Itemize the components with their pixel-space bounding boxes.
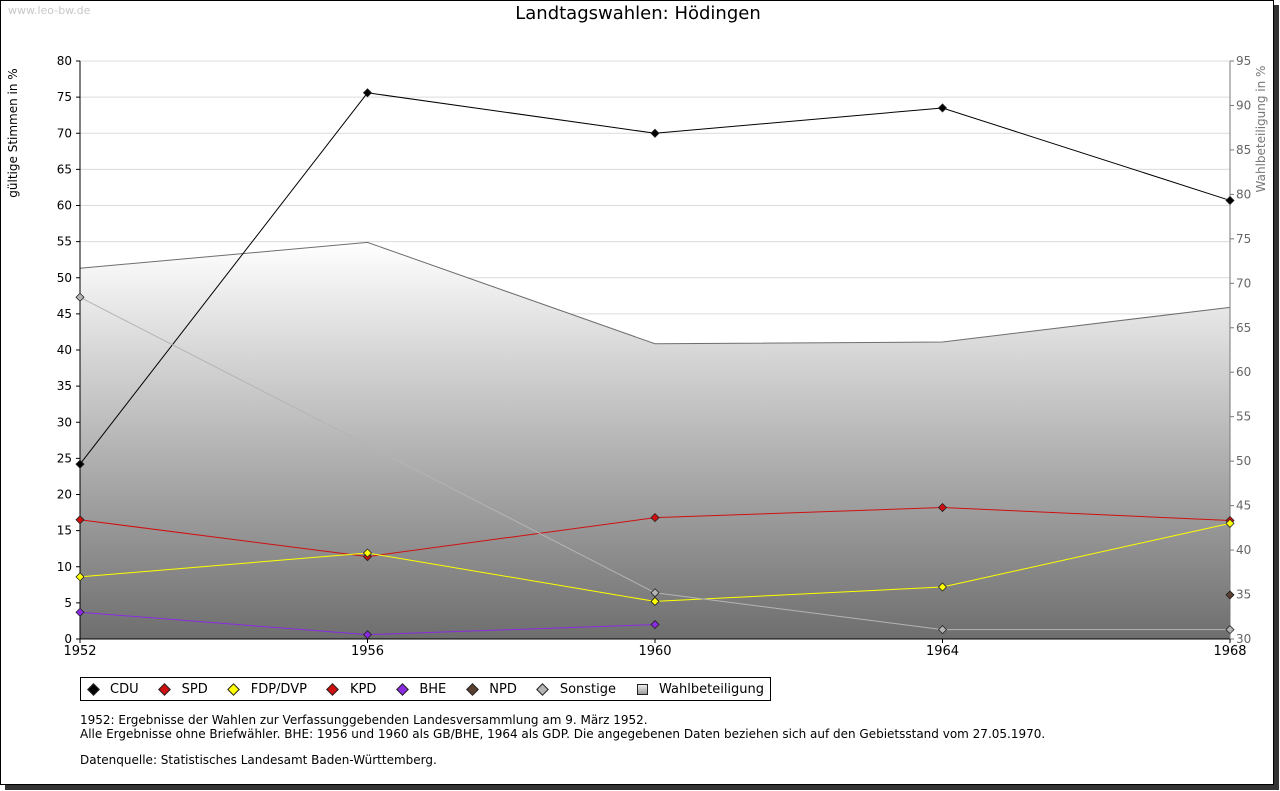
left-tick-label: 60	[57, 199, 72, 213]
legend-label: SPD	[181, 681, 208, 697]
chart-title: Landtagswahlen: Hödingen	[515, 3, 761, 24]
right-tick-label: 60	[1236, 365, 1251, 379]
left-tick-label: 45	[57, 307, 72, 321]
data-point-fdpdvp	[937, 582, 948, 592]
right-tick-label: 45	[1236, 499, 1251, 513]
data-point-fdpdvp	[362, 548, 373, 558]
data-point-bhe	[650, 619, 660, 630]
legend-label: KPD	[349, 681, 377, 697]
right-tick-label: 65	[1236, 321, 1251, 335]
footnotes: 1952: Ergebnisse der Wahlen zur Verfassu…	[80, 713, 1045, 767]
data-point-sonstige	[75, 292, 85, 302]
data-point-fdpdvp	[75, 572, 85, 582]
data-point-cdu	[75, 459, 85, 469]
legend-diamond-icon	[86, 682, 100, 696]
data-point-spd	[937, 502, 948, 513]
left-tick-label: 20	[57, 488, 72, 502]
legend-diamond-icon	[227, 682, 241, 696]
legend-item: Wahlbeteiligung	[636, 682, 764, 697]
legend-label: Sonstige	[559, 681, 617, 697]
x-tick-label: 1964	[926, 644, 959, 659]
legend-label: NPD	[489, 681, 517, 697]
right-tick-label: 40	[1236, 543, 1251, 557]
left-tick-label: 40	[57, 343, 72, 357]
legend-square-icon	[636, 683, 648, 695]
footnote-1952: 1952: Ergebnisse der Wahlen zur Verfassu…	[80, 713, 648, 727]
left-tick-label: 25	[57, 451, 72, 465]
data-point-fdpdvp	[650, 596, 660, 606]
data-point-cdu	[362, 88, 373, 98]
legend-label: FDP/DVP	[250, 681, 307, 697]
data-point-cdu	[1225, 195, 1235, 206]
right-tick-label: 80	[1236, 187, 1251, 201]
right-tick-label: 85	[1236, 143, 1251, 157]
right-tick-label: 75	[1236, 232, 1251, 246]
left-tick-label: 70	[57, 126, 72, 140]
left-tick-label: 55	[57, 235, 72, 249]
legend-item: Sonstige	[536, 681, 617, 697]
data-point-cdu	[937, 103, 948, 113]
right-tick-label: 90	[1236, 98, 1251, 112]
legend-item: BHE	[395, 681, 447, 697]
watermark: www.leo-bw.de	[8, 4, 91, 17]
data-source: Datenquelle: Statistisches Landesamt Bad…	[80, 753, 437, 767]
left-tick-label: 5	[64, 596, 72, 610]
legend-diamond-icon	[158, 682, 171, 696]
left-tick-label: 50	[57, 271, 72, 285]
legend-diamond-icon	[536, 682, 550, 696]
turnout-line	[79, 241, 1231, 345]
legend-diamond-icon	[326, 682, 340, 696]
right-tick-label: 95	[1236, 54, 1251, 68]
legend: CDU SPD FDP/DVP KPD BHE NPD Sonstige Wahlbeteil…	[80, 677, 772, 701]
legend-item: FDP/DVP	[227, 681, 307, 697]
left-tick-label: 30	[57, 415, 72, 429]
data-point-bhe	[362, 630, 373, 640]
data-point-cdu	[650, 128, 660, 138]
data-point-sonstige	[937, 625, 948, 635]
right-tick-label: 35	[1236, 588, 1251, 602]
legend-label: Wahlbeteiligung	[659, 681, 765, 697]
footnote-general: Alle Ergebnisse ohne Briefwähler. BHE: 1…	[80, 727, 1046, 741]
left-tick-label: 35	[57, 379, 72, 393]
x-tick-label: 1952	[63, 644, 96, 659]
turnout-area	[80, 242, 1230, 639]
legend-diamond-icon	[465, 682, 479, 696]
left-tick-label: 80	[57, 54, 72, 68]
left-tick-label: 0	[64, 632, 72, 646]
legend-item: CDU	[86, 681, 139, 697]
data-point-spd	[75, 515, 85, 525]
data-point-npd	[1225, 590, 1235, 600]
legend-label: CDU	[110, 681, 139, 697]
x-tick-label: 1960	[638, 644, 671, 659]
right-tick-label: 70	[1236, 276, 1251, 290]
plot-area: 0 5 10 15 20 25 30 35 40 45 50 55 60 65 70 75 80 30 35 40 45…	[57, 54, 1252, 659]
left-tick-label: 75	[57, 90, 72, 104]
data-point-bhe	[75, 607, 85, 617]
left-tick-label: 15	[57, 524, 72, 538]
legend-label: BHE	[419, 681, 447, 697]
legend-diamond-icon	[395, 682, 409, 696]
left-tick-label: 65	[57, 162, 72, 176]
x-tick-label: 1968	[1213, 644, 1246, 659]
data-point-sonstige	[1225, 625, 1235, 635]
series-line-sonstige	[79, 296, 1230, 631]
legend-item: NPD	[465, 681, 517, 697]
legend-item: SPD	[158, 681, 208, 697]
data-point-sonstige	[650, 588, 660, 598]
data-point-fdpdvp	[1225, 518, 1235, 528]
right-tick-label: 55	[1236, 410, 1251, 424]
left-tick-label: 10	[57, 560, 72, 574]
data-point-spd	[650, 513, 660, 523]
legend-item: KPD	[326, 681, 377, 697]
x-tick-label: 1956	[351, 644, 384, 659]
right-tick-label: 50	[1236, 454, 1251, 468]
right-tick-label: 30	[1236, 632, 1251, 646]
